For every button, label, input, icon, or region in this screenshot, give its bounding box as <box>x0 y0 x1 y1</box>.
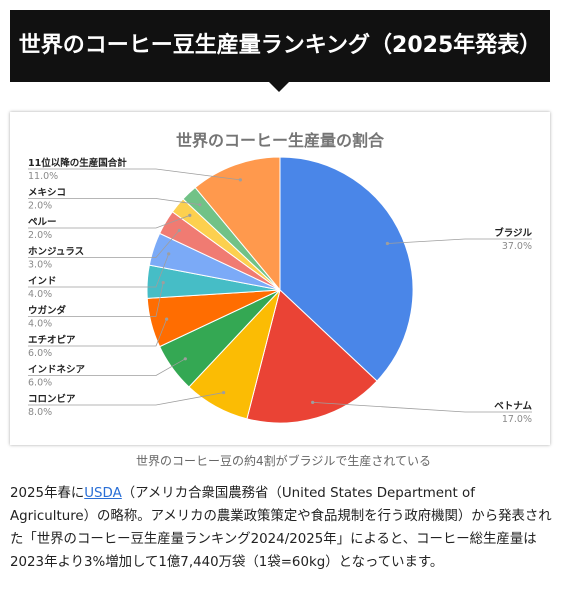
banner-pointer <box>269 82 289 92</box>
page-title: 世界のコーヒー豆生産量ランキング（2025年発表） <box>18 33 542 58</box>
slice-name-label-2: コロンビア <box>28 393 76 405</box>
slice-name-label-0: ブラジル <box>494 227 532 239</box>
slice-name-label-7: ホンジュラス <box>28 247 84 258</box>
leader-lines <box>28 168 532 413</box>
slice-value-label-3: 6.0% <box>28 378 52 389</box>
leader-line-2 <box>28 392 224 406</box>
title-banner: 世界のコーヒー豆生産量ランキング（2025年発表） <box>10 10 550 82</box>
slice-value-label-10: 11.0% <box>28 171 58 182</box>
slice-value-label-5: 4.0% <box>28 319 52 330</box>
slice-value-label-1: 17.0% <box>502 414 532 425</box>
pie-chart: 世界のコーヒー生産量の割合 ブラジル 37.0% ベトナム 17.0% 11位以降の生産… <box>28 131 532 425</box>
slice-value-label-9: 2.0% <box>28 201 52 212</box>
pie-slice-10 <box>194 156 281 292</box>
slice-name-label-4: エチオピア <box>28 334 76 346</box>
pie-slice-0 <box>279 156 414 382</box>
chart-caption: 世界のコーヒー豆の約4割がブラジルで生産されている <box>135 454 432 468</box>
chart-title: 世界のコーヒー生産量の割合 <box>176 131 385 150</box>
leader-dot-5 <box>161 281 165 285</box>
leader-dot-6 <box>167 252 171 256</box>
pie-slices <box>146 156 414 424</box>
leader-line-7 <box>28 230 180 258</box>
leader-line-9 <box>28 198 200 206</box>
leader-dot-10 <box>238 178 242 182</box>
slice-name-label-5: ウガンダ <box>28 305 67 317</box>
chart-card: 世界のコーヒー生産量の割合 ブラジル 37.0% ベトナム 17.0% 11位以降の生産… <box>10 112 550 445</box>
leader-line-3 <box>28 358 186 376</box>
slice-value-label-4: 6.0% <box>28 348 52 359</box>
slice-labels: ブラジル 37.0% ベトナム 17.0% 11位以降の生産国合計 11.0% メキシコ 2.… <box>28 157 532 425</box>
slice-name-label-9: メキシコ <box>28 188 66 199</box>
leader-dot-7 <box>177 228 181 233</box>
slice-name-label-1: ベトナム <box>494 401 532 412</box>
leader-dot-0 <box>385 241 390 246</box>
pie-slice-1 <box>246 289 378 424</box>
slice-value-label-2: 8.0% <box>28 407 52 418</box>
leader-line-0 <box>387 238 532 244</box>
slice-name-label-3: インドネシア <box>28 365 86 376</box>
leader-line-8 <box>28 215 190 229</box>
slice-value-label-8: 2.0% <box>28 230 52 241</box>
leader-dot-4 <box>165 317 169 321</box>
body-suffix: （アメリカ合衆国農務省（United States Department of … <box>10 486 552 570</box>
leader-dot-8 <box>188 213 192 217</box>
slice-name-label-10: 11位以降の生産国合計 <box>28 157 127 169</box>
leader-line-10 <box>28 168 241 181</box>
slice-value-label-7: 3.0% <box>28 260 52 271</box>
slice-name-label-6: インド <box>28 276 57 287</box>
slice-value-label-0: 37.0% <box>502 241 532 252</box>
leader-line-6 <box>28 253 170 288</box>
leader-line-5 <box>28 282 164 317</box>
leader-dot-1 <box>311 400 315 404</box>
slice-name-label-8: ペルー <box>28 217 57 228</box>
leader-dot-3 <box>183 357 187 361</box>
body-prefix: 2025年春に <box>10 486 85 501</box>
usda-link[interactable]: USDA <box>84 486 122 501</box>
leader-dot-2 <box>222 390 226 395</box>
leader-line-4 <box>28 318 168 347</box>
leader-dot-9 <box>198 203 202 207</box>
body-paragraph: 2025年春にUSDA（アメリカ合衆国農務省（United States Dep… <box>10 482 556 574</box>
slice-value-label-6: 4.0% <box>28 289 52 300</box>
leader-line-1 <box>312 401 532 413</box>
